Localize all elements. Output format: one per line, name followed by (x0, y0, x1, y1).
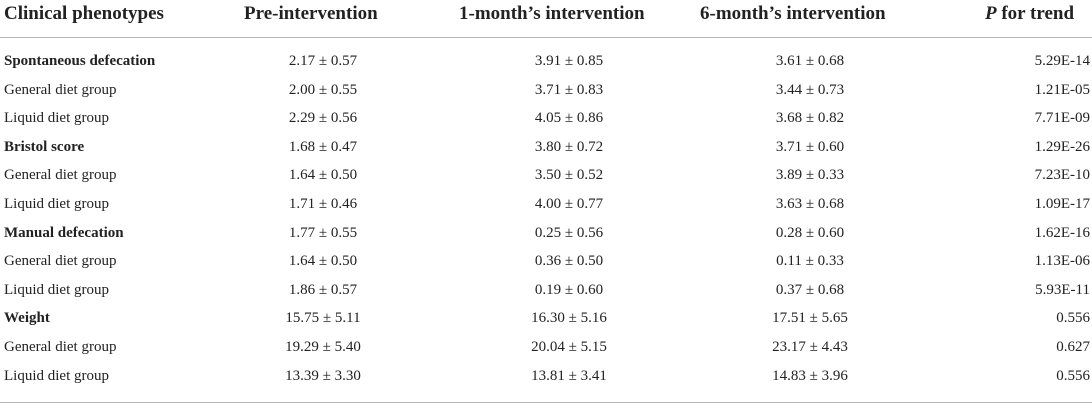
header-p-for-trend: P for trend (985, 3, 1074, 25)
table-header: Clinical phenotypes Pre-intervention 1-m… (0, 0, 1092, 30)
row-label: General diet group (4, 253, 117, 270)
six-month-value: 0.28 ± 0.60 (775, 224, 845, 241)
row-label: General diet group (4, 338, 117, 355)
one-month-value: 16.30 ± 5.16 (531, 310, 607, 327)
row-label: Liquid diet group (4, 195, 109, 212)
pre-intervention-value: 1.71 ± 0.46 (288, 195, 358, 212)
header-6-month-intervention: 6-month’s intervention (700, 3, 886, 24)
one-month-value: 13.81 ± 3.41 (531, 367, 607, 384)
six-month-value: 0.11 ± 0.33 (776, 253, 844, 270)
six-month-value: 3.63 ± 0.68 (775, 195, 845, 212)
pre-intervention-value: 1.86 ± 0.57 (288, 281, 358, 298)
p-for-trend-value: 1.62E-16 (1034, 224, 1090, 241)
row-label: Bristol score (4, 138, 85, 155)
one-month-value: 20.04 ± 5.15 (531, 338, 607, 355)
table-body: Spontaneous defecation 2.17 ± 0.57 3.91 ± … (0, 48, 1092, 391)
p-for-trend-value: 7.71E-09 (1034, 110, 1090, 127)
six-month-value: 17.51 ± 5.65 (772, 310, 848, 327)
table-row: General diet group 19.29 ± 5.40 20.04 ± 5.… (0, 334, 1092, 363)
table-row: Liquid diet group 2.29 ± 0.56 4.05 ± 0.86 3… (0, 105, 1092, 134)
six-month-value: 3.71 ± 0.60 (775, 138, 845, 155)
row-label: Weight (4, 310, 50, 327)
one-month-value: 0.36 ± 0.50 (534, 253, 604, 270)
row-label: Liquid diet group (4, 281, 109, 298)
row-label: General diet group (4, 167, 117, 184)
p-for-trend-value: 1.21E-05 (1034, 81, 1090, 98)
p-for-trend-value: 0.556 (1056, 367, 1090, 384)
row-label: Manual defecation (4, 224, 124, 241)
table-row: General diet group 2.00 ± 0.55 3.71 ± 0.83… (0, 77, 1092, 106)
pre-intervention-value: 1.64 ± 0.50 (288, 167, 358, 184)
pre-intervention-value: 2.17 ± 0.57 (288, 53, 358, 69)
six-month-value: 23.17 ± 4.43 (772, 338, 848, 355)
p-for-trend-value: 0.627 (1056, 338, 1090, 355)
one-month-value: 4.05 ± 0.86 (534, 110, 604, 127)
six-month-value: 14.83 ± 3.96 (772, 367, 848, 384)
table-row: Manual defecation 1.77 ± 0.55 0.25 ± 0.56 0… (0, 220, 1092, 249)
one-month-value: 3.71 ± 0.83 (534, 81, 604, 98)
table-row: Weight 15.75 ± 5.11 16.30 ± 5.16 17.51 ± 5.… (0, 305, 1092, 334)
six-month-value: 3.61 ± 0.68 (775, 53, 845, 69)
table-row: General diet group 1.64 ± 0.50 3.50 ± 0.52… (0, 162, 1092, 191)
row-label: Liquid diet group (4, 367, 109, 384)
table-row: Liquid diet group 1.71 ± 0.46 4.00 ± 0.77 3… (0, 191, 1092, 220)
one-month-value: 3.80 ± 0.72 (534, 138, 604, 155)
p-for-trend-value: 1.13E-06 (1034, 253, 1090, 270)
six-month-value: 3.89 ± 0.33 (775, 167, 845, 184)
one-month-value: 4.00 ± 0.77 (534, 195, 604, 212)
header-1-month-intervention: 1-month’s intervention (459, 3, 645, 24)
six-month-value: 3.68 ± 0.82 (775, 110, 845, 127)
header-pre-intervention: Pre-intervention (244, 3, 378, 24)
one-month-value: 3.50 ± 0.52 (534, 167, 604, 184)
pre-intervention-value: 19.29 ± 5.40 (285, 338, 361, 355)
header-clinical-phenotypes: Clinical phenotypes (4, 3, 164, 24)
row-label: General diet group (4, 81, 117, 98)
p-for-trend-value: 5.29E-14 (1034, 53, 1090, 69)
one-month-value: 0.25 ± 0.56 (534, 224, 604, 241)
table-row: Liquid diet group 1.86 ± 0.57 0.19 ± 0.60 0… (0, 277, 1092, 306)
pre-intervention-value: 1.77 ± 0.55 (288, 224, 358, 241)
row-label: Liquid diet group (4, 110, 109, 127)
pre-intervention-value: 1.68 ± 0.47 (288, 138, 358, 155)
header-p-symbol: P (985, 3, 997, 24)
header-for-trend-text: for trend (996, 3, 1075, 24)
pre-intervention-value: 2.00 ± 0.55 (288, 81, 358, 98)
pre-intervention-value: 15.75 ± 5.11 (285, 310, 361, 327)
row-label: Spontaneous defecation (4, 53, 156, 69)
p-for-trend-value: 0.556 (1056, 310, 1090, 327)
p-for-trend-value: 1.29E-26 (1034, 138, 1090, 155)
six-month-value: 0.37 ± 0.68 (775, 281, 845, 298)
table-row: Liquid diet group 13.39 ± 3.30 13.81 ± 3.4… (0, 363, 1092, 392)
pre-intervention-value: 13.39 ± 3.30 (285, 367, 361, 384)
p-for-trend-value: 5.93E-11 (1035, 281, 1090, 298)
table-row: General diet group 1.64 ± 0.50 0.36 ± 0.50… (0, 248, 1092, 277)
one-month-value: 0.19 ± 0.60 (534, 281, 604, 298)
p-for-trend-value: 7.23E-10 (1034, 167, 1090, 184)
header-divider (0, 37, 1092, 38)
table-row: Spontaneous defecation 2.17 ± 0.57 3.91 ± … (0, 48, 1092, 77)
pre-intervention-value: 1.64 ± 0.50 (288, 253, 358, 270)
table-bottom-rule (0, 402, 1092, 403)
pre-intervention-value: 2.29 ± 0.56 (288, 110, 358, 127)
six-month-value: 3.44 ± 0.73 (775, 81, 845, 98)
one-month-value: 3.91 ± 0.85 (534, 53, 604, 69)
p-for-trend-value: 1.09E-17 (1034, 195, 1090, 212)
table-row: Bristol score 1.68 ± 0.47 3.80 ± 0.72 3.71 … (0, 134, 1092, 163)
